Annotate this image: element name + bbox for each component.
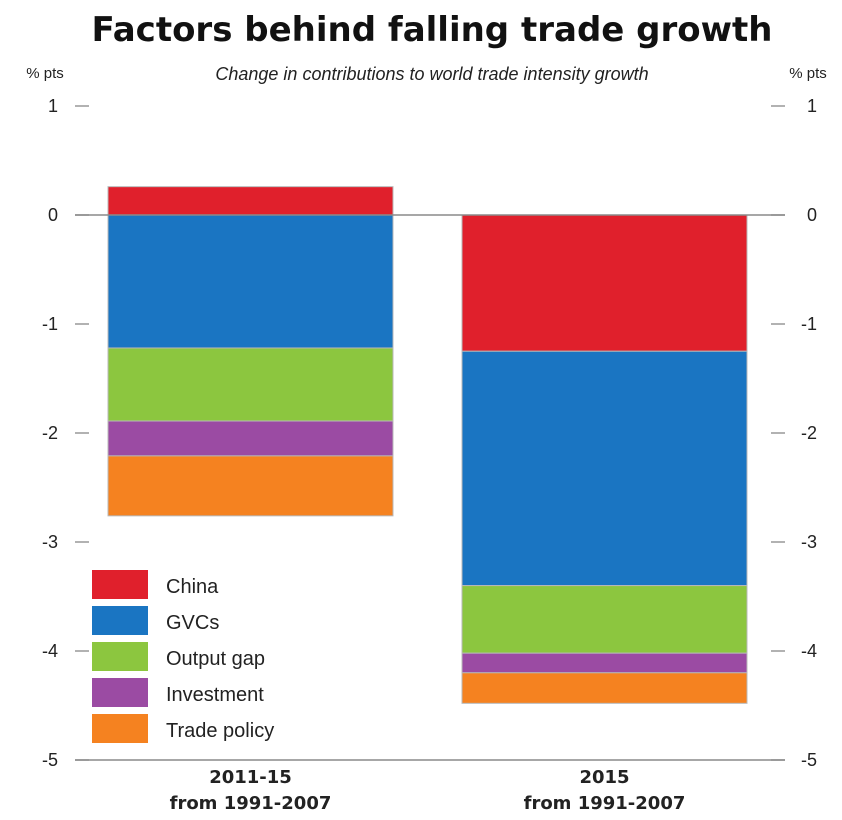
x-category-sublabel: from 1991-2007 xyxy=(170,793,332,814)
y-tick-label-right: -4 xyxy=(801,641,817,661)
bar-segment-output-gap xyxy=(107,347,394,422)
y-tick-label-left: -4 xyxy=(42,641,58,661)
y-tick-label-left: -2 xyxy=(42,423,58,443)
y-tick-label-right: -5 xyxy=(801,750,817,770)
bar-segment-investment xyxy=(461,652,748,674)
bar-segment-gvcs xyxy=(107,214,394,349)
legend-label: Trade policy xyxy=(166,720,274,742)
bar-segment-china xyxy=(107,186,394,216)
legend-swatch xyxy=(92,678,148,707)
y-tick-label-right: 0 xyxy=(807,205,817,225)
legend-label: GVCs xyxy=(166,612,219,634)
bar-segment-gvcs xyxy=(461,350,748,587)
legend-label: Output gap xyxy=(166,648,265,670)
bar-segment-trade-policy xyxy=(107,455,394,517)
y-tick-label-left: 0 xyxy=(48,205,58,225)
chart-subtitle: Change in contributions to world trade i… xyxy=(215,64,648,84)
bar-segment-investment xyxy=(107,420,394,457)
y-tick-label-right: -2 xyxy=(801,423,817,443)
legend-swatch xyxy=(92,714,148,743)
y-tick-label-left: -1 xyxy=(42,314,58,334)
bar-segment-output-gap xyxy=(461,585,748,654)
x-category-label: 2011-15 xyxy=(209,767,292,788)
plot-area: 1 1 0 0 -1 -1 -2 -2 -3 -3 -4 -4 -5 -5 2011-15 from 1991… xyxy=(42,96,817,814)
x-category-sublabel: from 1991-2007 xyxy=(524,793,686,814)
y-axis-unit-left: % pts xyxy=(26,65,64,82)
y-axis-unit-right: % pts xyxy=(789,65,827,82)
legend-swatch xyxy=(92,642,148,671)
legend-swatch xyxy=(92,606,148,635)
y-tick-label-left: -5 xyxy=(42,750,58,770)
x-category-label: 2015 xyxy=(579,767,629,788)
y-tick-label-left: 1 xyxy=(48,96,58,116)
legend: China GVCs Output gap Investment Trade polic… xyxy=(92,570,274,743)
y-tick-label-right: 1 xyxy=(807,96,817,116)
y-tick-label-right: -3 xyxy=(801,532,817,552)
y-tick-label-right: -1 xyxy=(801,314,817,334)
y-tick-label-left: -3 xyxy=(42,532,58,552)
legend-label: China xyxy=(166,576,219,598)
chart-title: Factors behind falling trade growth xyxy=(91,10,772,50)
bar-segment-trade-policy xyxy=(461,672,748,704)
bar-segment-china xyxy=(461,214,748,352)
legend-label: Investment xyxy=(166,684,264,706)
legend-swatch xyxy=(92,570,148,599)
